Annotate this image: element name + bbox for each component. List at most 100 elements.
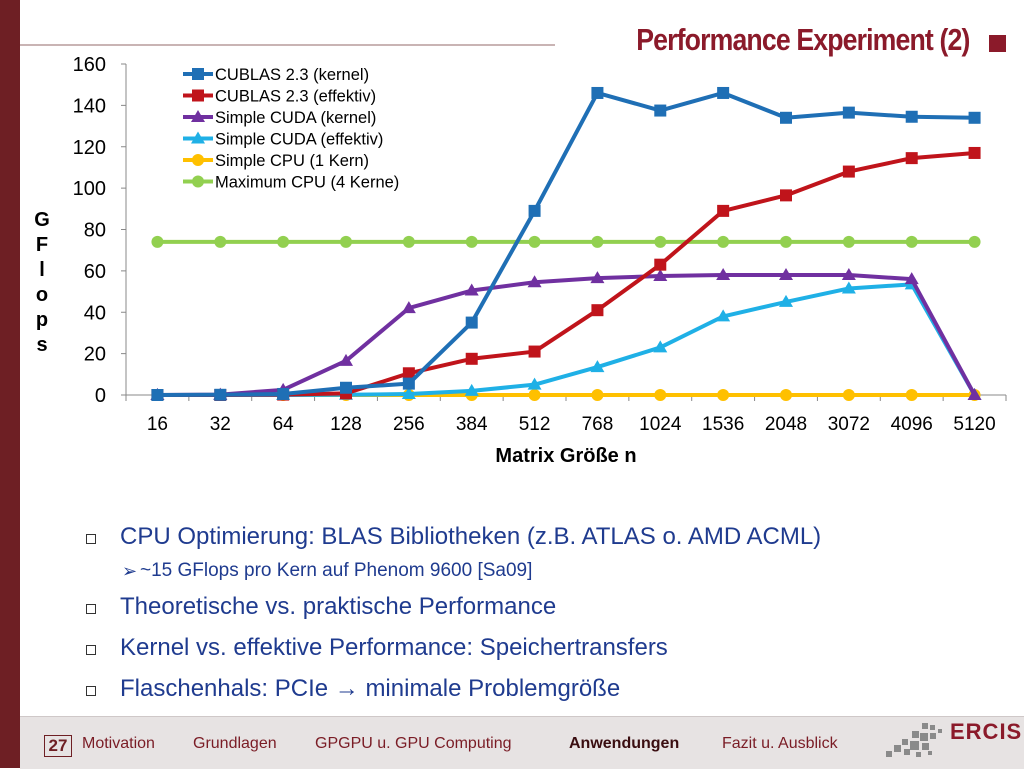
data-point: [841, 281, 856, 294]
data-point: [528, 235, 541, 248]
data-point: [340, 381, 352, 394]
data-point: [717, 86, 730, 99]
data-point: [967, 388, 982, 400]
data-point: [590, 271, 605, 284]
nav-anwendungen[interactable]: Anwendungen: [569, 735, 680, 752]
nav-fazit[interactable]: Fazit u. Ausblick: [722, 735, 838, 752]
y-tick-label: 60: [84, 261, 106, 283]
data-point: [528, 345, 541, 358]
data-point: [340, 235, 352, 248]
square-bullet-icon: [86, 645, 96, 655]
x-tick-label: 128: [330, 414, 362, 435]
data-point: [968, 235, 981, 248]
title-square-icon: [989, 35, 1006, 52]
y-tick-label: 100: [73, 178, 106, 200]
data-point: [779, 294, 793, 307]
legend-marker: [192, 68, 204, 80]
data-point: [465, 235, 478, 248]
data-point: [591, 235, 604, 248]
x-tick-label: 64: [273, 414, 295, 435]
data-point: [904, 272, 919, 285]
data-point: [716, 268, 731, 281]
data-point: [968, 111, 981, 124]
data-point: [465, 316, 478, 329]
square-bullet-icon: [86, 604, 96, 614]
nav-grundlagen[interactable]: Grundlagen: [193, 735, 277, 752]
y-tick-label: 160: [73, 54, 106, 76]
legend-label: Simple CUDA (kernel): [215, 109, 376, 127]
europe-map-logo-icon: [886, 723, 942, 757]
bullet-text: Theoretische vs. praktische Performance: [120, 593, 557, 620]
bullet-item: Theoretische vs. praktische Performance: [86, 592, 1006, 622]
data-point: [842, 389, 855, 401]
data-point: [779, 268, 793, 281]
sub-bullet-item: ➢ ~15 GFlops pro Kern auf Phenom 9600 [S…: [86, 558, 1006, 584]
x-tick-label: 2048: [765, 414, 807, 435]
legend-label: CUBLAS 2.3 (kernel): [215, 66, 369, 84]
data-point: [654, 104, 667, 117]
data-point: [465, 352, 478, 365]
data-point: [528, 389, 541, 401]
data-point: [905, 389, 918, 401]
bullet-item: Kernel vs. effektive Performance: Speich…: [86, 633, 1006, 663]
legend-marker: [191, 131, 205, 144]
legend-label: CUBLAS 2.3 (effektiv): [215, 88, 376, 106]
data-point: [717, 204, 730, 217]
data-point: [402, 367, 415, 380]
data-point: [717, 389, 730, 401]
x-tick-label: 32: [210, 414, 231, 435]
data-point: [905, 110, 918, 123]
x-tick-label: 512: [519, 414, 551, 435]
data-point: [402, 235, 415, 248]
y-tick-label: 120: [73, 137, 106, 159]
data-point: [780, 111, 792, 124]
square-bullet-icon: [86, 686, 96, 696]
data-point: [464, 283, 479, 296]
slide-number: 27: [44, 735, 72, 757]
data-point: [842, 106, 855, 119]
data-point: [716, 309, 731, 322]
legend-label: Simple CUDA (effektiv): [215, 131, 383, 149]
y-tick-label: 80: [84, 220, 106, 242]
data-point: [339, 353, 353, 366]
data-point: [842, 165, 855, 178]
data-point: [527, 377, 542, 390]
bullet-text: Kernel vs. effektive Performance: Speich…: [120, 634, 668, 661]
series-line: [157, 282, 977, 397]
data-point: [528, 204, 541, 217]
bullet-text: Flaschenhals: PCIe → minimale Problemgrö…: [120, 675, 621, 702]
data-point: [591, 304, 604, 317]
data-point: [654, 235, 667, 248]
data-point: [591, 86, 604, 99]
legend-marker: [192, 175, 204, 188]
x-tick-label: 256: [393, 414, 425, 435]
y-tick-label: 0: [95, 385, 106, 407]
sub-bullet-text: ~15 GFlops pro Kern auf Phenom 9600 [Sa0…: [140, 560, 533, 581]
slide-title: Performance Experiment (2): [635, 22, 970, 57]
x-tick-label: 16: [147, 414, 168, 435]
y-tick-label: 140: [73, 95, 106, 117]
x-tick-label: 768: [582, 414, 614, 435]
data-point: [717, 235, 730, 248]
x-tick-label: 5120: [953, 414, 995, 435]
data-point: [151, 235, 164, 248]
data-point: [464, 383, 479, 396]
data-point: [214, 388, 227, 401]
x-tick-label: 1536: [702, 414, 744, 435]
legend-marker: [192, 154, 204, 166]
footer-bar: 27 Motivation Grundlagen GPGPU u. GPU Co…: [20, 716, 1024, 769]
x-tick-label: 4096: [891, 414, 933, 435]
data-point: [590, 360, 605, 373]
data-point: [401, 386, 416, 399]
x-tick-label: 1024: [639, 414, 682, 435]
data-point: [654, 389, 667, 401]
data-point: [653, 269, 668, 282]
nav-motivation[interactable]: Motivation: [82, 735, 155, 752]
data-point: [151, 389, 164, 401]
arrow-bullet-icon: ➢: [122, 561, 138, 581]
data-point: [653, 340, 668, 353]
title-rule: [20, 44, 555, 46]
data-point: [591, 389, 604, 401]
nav-gpgpu[interactable]: GPGPU u. GPU Computing: [315, 735, 512, 752]
